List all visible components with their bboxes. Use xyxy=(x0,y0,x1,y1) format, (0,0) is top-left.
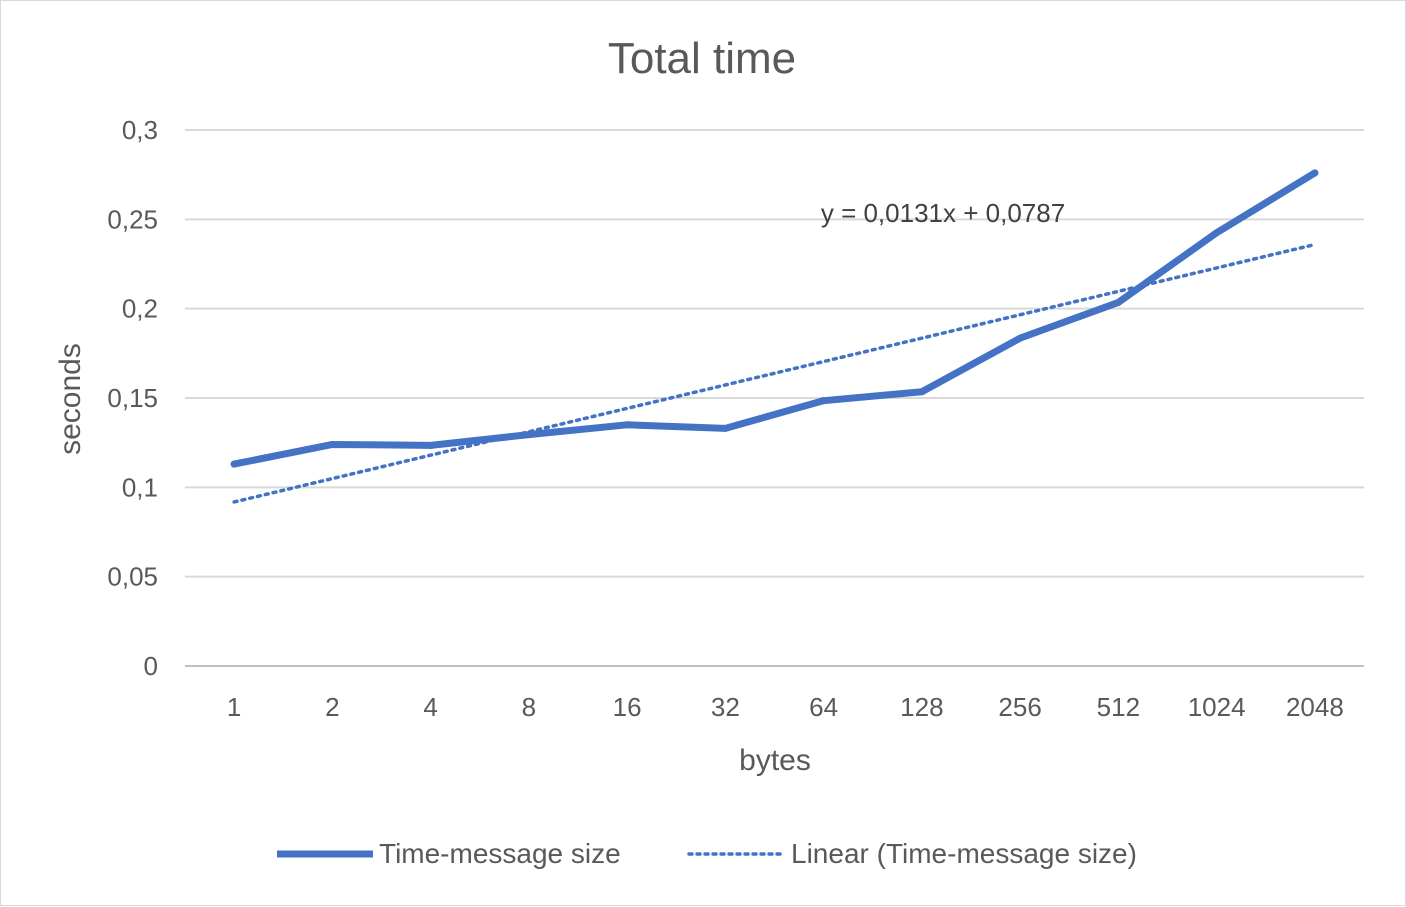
legend-label-series: Time-message size xyxy=(379,838,621,869)
trendline-equation: y = 0,0131x + 0,0787 xyxy=(821,198,1065,228)
trendline-line xyxy=(232,242,1317,504)
x-axis-label: bytes xyxy=(739,744,811,777)
data-point xyxy=(1114,298,1122,306)
x-tick-label: 1 xyxy=(227,692,241,722)
x-tick-label: 4 xyxy=(423,692,437,722)
trendline xyxy=(232,242,1317,504)
data-point xyxy=(1213,229,1221,237)
data-point xyxy=(230,460,238,468)
x-tick-label: 256 xyxy=(998,692,1041,722)
y-tick-label: 0,05 xyxy=(107,562,158,592)
x-tick-label: 512 xyxy=(1097,692,1140,722)
data-point xyxy=(525,431,533,439)
y-tick-label: 0,3 xyxy=(122,115,158,145)
legend: Time-message size Linear (Time-message s… xyxy=(277,838,1137,869)
x-tick-label: 2 xyxy=(325,692,339,722)
x-tick-label: 1024 xyxy=(1188,692,1246,722)
series-lines xyxy=(230,169,1319,468)
data-point xyxy=(328,440,336,448)
data-point xyxy=(1016,334,1024,342)
data-point xyxy=(1311,169,1319,177)
data-point xyxy=(623,421,631,429)
data-point xyxy=(918,388,926,396)
x-axis-ticks: 1 2 4 8 16 32 64 128 256 512 1024 2048 xyxy=(227,692,1344,722)
legend-label-trendline: Linear (Time-message size) xyxy=(791,838,1137,869)
gridlines xyxy=(185,129,1364,667)
data-point xyxy=(820,397,828,405)
y-tick-label: 0 xyxy=(144,651,158,681)
x-tick-label: 2048 xyxy=(1286,692,1344,722)
x-tick-label: 16 xyxy=(613,692,642,722)
y-tick-label: 0,2 xyxy=(122,294,158,324)
chart-title: Total time xyxy=(608,34,796,83)
x-tick-label: 128 xyxy=(900,692,943,722)
y-axis-ticks: 0 0,05 0,1 0,15 0,2 0,25 0,3 xyxy=(107,115,158,681)
y-tick-label: 0,15 xyxy=(107,383,158,413)
y-axis-label: seconds xyxy=(54,343,87,455)
x-tick-label: 64 xyxy=(809,692,838,722)
data-point xyxy=(721,424,729,432)
y-tick-label: 0,1 xyxy=(122,472,158,502)
x-tick-label: 8 xyxy=(522,692,536,722)
data-point xyxy=(427,441,435,449)
x-tick-label: 32 xyxy=(711,692,740,722)
y-tick-label: 0,25 xyxy=(107,204,158,234)
series-line-0 xyxy=(230,169,1319,468)
